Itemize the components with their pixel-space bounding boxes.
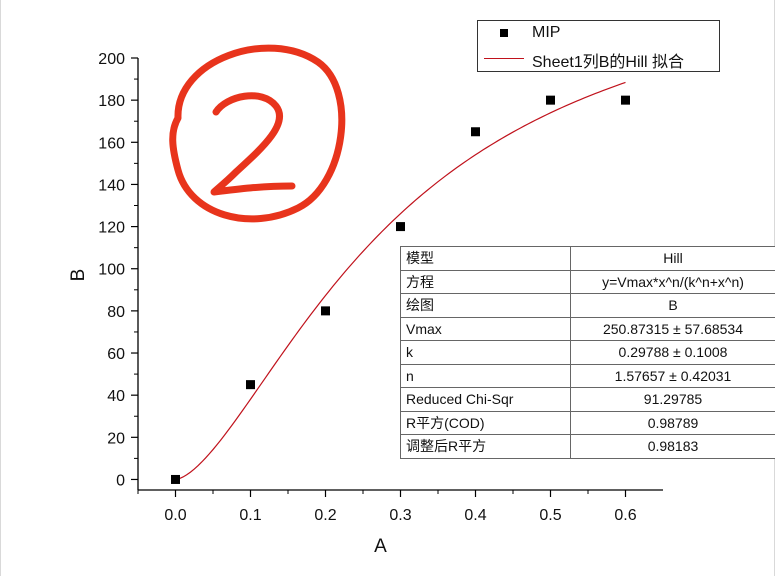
y-axis-title: B xyxy=(68,269,89,282)
data-point-square xyxy=(396,222,405,232)
data-points-layer xyxy=(171,95,630,484)
table-row: n 1.57657 ± 0.42031 xyxy=(400,363,775,388)
table-value-cell: Hill xyxy=(570,246,775,271)
data-point-square xyxy=(171,474,180,484)
table-value-cell: 91.29785 xyxy=(570,387,775,412)
y-tick-label: 100 xyxy=(98,262,125,279)
y-tick-label: 120 xyxy=(98,220,125,237)
table-row: R平方(COD) 0.98789 xyxy=(400,410,775,435)
data-point-square xyxy=(621,95,630,105)
table-row: k 0.29788 ± 0.1008 xyxy=(400,340,775,365)
table-key-cell: 方程 xyxy=(400,269,571,294)
legend-label-mip: MIP xyxy=(532,24,561,41)
fit-results-table: 模型 Hill 方程 y=Vmax*x^n/(k^n+x^n) 绘图 B Vmax 25… xyxy=(400,246,775,459)
data-point-square xyxy=(546,95,555,105)
x-tick-label: 0.1 xyxy=(239,507,261,524)
table-key-cell: 绘图 xyxy=(400,293,571,318)
data-point-square xyxy=(471,127,480,137)
table-key-cell: Vmax xyxy=(400,316,571,341)
table-key-cell: Reduced Chi-Sqr xyxy=(400,387,571,412)
annotation-digit-two-stroke xyxy=(210,92,296,196)
legend: MIP Sheet1列B的Hill 拟合 xyxy=(477,20,720,72)
table-key-cell: n xyxy=(400,363,571,388)
table-row: 模型 Hill xyxy=(400,246,775,271)
table-key-cell: R平方(COD) xyxy=(400,410,571,435)
y-tick-label: 80 xyxy=(107,304,125,321)
hill-fit-line xyxy=(175,81,626,481)
y-tick-label: 20 xyxy=(107,430,125,447)
x-axis-title: A xyxy=(374,536,387,557)
table-row: 绘图 B xyxy=(400,293,775,318)
y-tick-label: 0 xyxy=(116,472,125,489)
y-tick-label: 180 xyxy=(98,93,125,110)
table-value-cell: 0.98789 xyxy=(570,410,775,435)
x-tick-label: 0.3 xyxy=(389,507,411,524)
x-tick-label: 0.5 xyxy=(539,507,561,524)
table-key-cell: 调整后R平方 xyxy=(400,434,571,459)
x-tick-label: 0.4 xyxy=(464,507,486,524)
table-value-cell: y=Vmax*x^n/(k^n+x^n) xyxy=(570,269,775,294)
table-value-cell: 250.87315 ± 57.68534 xyxy=(570,316,775,341)
y-tick-label: 140 xyxy=(98,177,125,194)
annotation-circle-stroke xyxy=(169,44,346,223)
table-value-cell: 0.98183 xyxy=(570,434,775,459)
table-row: Reduced Chi-Sqr 91.29785 xyxy=(400,387,775,412)
table-value-cell: B xyxy=(570,293,775,318)
x-tick-label: 0.2 xyxy=(314,507,336,524)
legend-line-marker xyxy=(484,58,524,59)
x-tick-label: 0.0 xyxy=(164,507,186,524)
y-tick-label: 200 xyxy=(98,51,125,68)
y-tick-label: 40 xyxy=(107,388,125,405)
legend-entry-hill-fit: Sheet1列B的Hill 拟合 xyxy=(478,46,719,71)
axes: 0.0 0.1 0.2 0.3 0.4 0.5 0.6 0 20 40 60 80 100 120 140 1… xyxy=(68,51,663,557)
legend-entry-mip: MIP xyxy=(478,22,719,46)
table-row: 方程 y=Vmax*x^n/(k^n+x^n) xyxy=(400,269,775,294)
data-point-square xyxy=(321,306,330,316)
y-tick-label: 60 xyxy=(107,346,125,363)
legend-label-hill-fit: Sheet1列B的Hill 拟合 xyxy=(532,54,685,71)
data-point-square xyxy=(246,380,255,390)
handwritten-circled-2-annotation xyxy=(169,44,346,223)
x-tick-label: 0.6 xyxy=(614,507,636,524)
table-key-cell: k xyxy=(400,340,571,365)
table-key-cell: 模型 xyxy=(400,246,571,271)
y-tick-label: 160 xyxy=(98,135,125,152)
legend-square-marker xyxy=(500,29,508,37)
table-row: Vmax 250.87315 ± 57.68534 xyxy=(400,316,775,341)
table-row: 调整后R平方 0.98183 xyxy=(400,434,775,459)
table-value-cell: 0.29788 ± 0.1008 xyxy=(570,340,775,365)
table-value-cell: 1.57657 ± 0.42031 xyxy=(570,363,775,388)
fit-curve-layer xyxy=(175,81,626,481)
